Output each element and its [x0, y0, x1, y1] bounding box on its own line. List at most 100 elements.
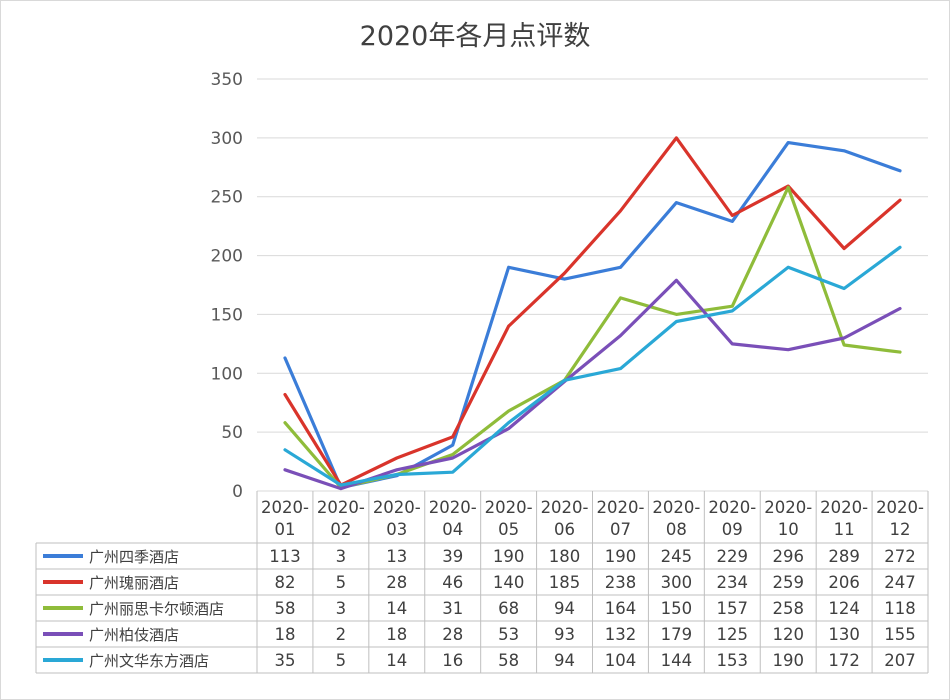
y-tick-label: 200	[211, 247, 243, 267]
data-table: 2020- 01 2020- 02 2020- 03 2020- 04 2020- 05 2020-…	[35, 491, 929, 674]
legend-label: 广州四季酒店	[89, 548, 179, 566]
table-cell-value: 82	[274, 573, 295, 592]
table-cell-value: 53	[498, 625, 519, 644]
table-cell-value: 150	[661, 599, 693, 618]
table-cell-value: 245	[661, 547, 693, 566]
y-tick-label: 150	[211, 305, 243, 325]
table-cell-value: 120	[772, 625, 804, 644]
table-cell-value: 5	[336, 573, 347, 592]
table-cell-value: 58	[274, 599, 295, 618]
chart-title: 2020年各月点评数	[360, 21, 591, 52]
table-cell-value: 180	[549, 547, 581, 566]
table-cell-value: 46	[442, 573, 463, 592]
table-cell-value: 157	[717, 599, 749, 618]
table-cell-value: 155	[884, 625, 916, 644]
table-cell-value: 164	[605, 599, 637, 618]
grid-lines	[257, 78, 928, 492]
table-cell-value: 13	[386, 547, 407, 566]
table-cell-value: 18	[386, 625, 407, 644]
table-cell-value: 258	[772, 599, 804, 618]
x-tick-label: 2020-	[317, 498, 365, 517]
series-line-3	[283, 185, 902, 490]
table-cell-value: 144	[661, 651, 693, 670]
table-cell-value: 3	[336, 547, 347, 566]
x-tick-label: 2020-	[485, 498, 533, 517]
table-cell-value: 14	[386, 651, 407, 670]
y-tick-label: 0	[232, 482, 243, 502]
table-cell-value: 234	[717, 573, 749, 592]
table-cell-value: 94	[554, 651, 575, 670]
x-tick-label: 05	[498, 520, 519, 539]
legend-label: 广州柏伎酒店	[89, 626, 179, 644]
table-cell-value: 247	[884, 573, 916, 592]
table-cell-value: 31	[442, 599, 463, 618]
legend-label: 广州文华东方酒店	[89, 652, 209, 670]
x-tick-label: 2020-	[708, 498, 756, 517]
table-cell-value: 190	[605, 547, 637, 566]
y-tick-label: 250	[211, 188, 243, 208]
y-tick-label: 300	[211, 129, 243, 149]
x-tick-label: 2020-	[541, 498, 589, 517]
legend-label: 广州丽思卡尔顿酒店	[89, 600, 224, 618]
table-cell-value: 58	[498, 651, 519, 670]
table-cell-value: 14	[386, 599, 407, 618]
table-cell-value: 140	[493, 573, 525, 592]
x-tick-label: 10	[778, 520, 799, 539]
x-tick-label: 2020-	[596, 498, 644, 517]
x-tick-label: 02	[330, 520, 351, 539]
x-tick-label: 2020-	[652, 498, 700, 517]
x-tick-label: 04	[442, 520, 463, 539]
table-cell-value: 3	[336, 599, 347, 618]
y-tick-label: 350	[211, 70, 243, 90]
x-tick-label: 12	[890, 520, 911, 539]
table-cell-value: 125	[717, 625, 749, 644]
table-cell-value: 300	[661, 573, 693, 592]
table-cell-value: 172	[828, 651, 860, 670]
table-cell-value: 94	[554, 599, 575, 618]
table-cell-value: 238	[605, 573, 637, 592]
table-cell-value: 259	[772, 573, 804, 592]
x-tick-label: 01	[274, 520, 295, 539]
table-cell-value: 93	[554, 625, 575, 644]
table-cell-value: 272	[884, 547, 916, 566]
table-cell-value: 130	[828, 625, 860, 644]
table-cell-value: 190	[772, 651, 804, 670]
table-cell-value: 229	[717, 547, 749, 566]
x-tick-label: 09	[722, 520, 743, 539]
series-lines	[283, 136, 902, 491]
table-cell-value: 113	[269, 547, 301, 566]
x-tick-label: 2020-	[764, 498, 812, 517]
table-cell-value: 16	[442, 651, 463, 670]
table-cell-value: 118	[884, 599, 916, 618]
x-tick-label: 08	[666, 520, 687, 539]
table-cell-value: 68	[498, 599, 519, 618]
table-cell-value: 2	[336, 625, 347, 644]
table-cell-value: 132	[605, 625, 637, 644]
y-axis-ticks: 0 50 100 150 200 250 300 350	[211, 70, 243, 502]
table-cell-value: 296	[772, 547, 804, 566]
table-cell-value: 207	[884, 651, 916, 670]
x-tick-label: 2020-	[429, 498, 477, 517]
y-tick-label: 50	[221, 423, 243, 443]
table-cell-value: 179	[661, 625, 693, 644]
x-tick-label: 11	[834, 520, 855, 539]
x-tick-label: 2020-	[876, 498, 924, 517]
x-tick-label: 03	[386, 520, 407, 539]
series-line-4	[283, 278, 902, 491]
y-tick-label: 100	[211, 364, 243, 384]
series-line-1	[283, 141, 902, 490]
table-cell-value: 206	[828, 573, 860, 592]
table-cell-value: 28	[442, 625, 463, 644]
table-cell-value: 28	[386, 573, 407, 592]
table-cell-value: 190	[493, 547, 525, 566]
table-cell-value: 185	[549, 573, 581, 592]
table-cell-value: 104	[605, 651, 637, 670]
legend-label: 广州瑰丽酒店	[89, 574, 179, 592]
table-cell-value: 39	[442, 547, 463, 566]
x-tick-label: 2020-	[820, 498, 868, 517]
x-tick-label: 07	[610, 520, 631, 539]
table-cell-value: 289	[828, 547, 860, 566]
x-tick-label: 2020-	[373, 498, 421, 517]
